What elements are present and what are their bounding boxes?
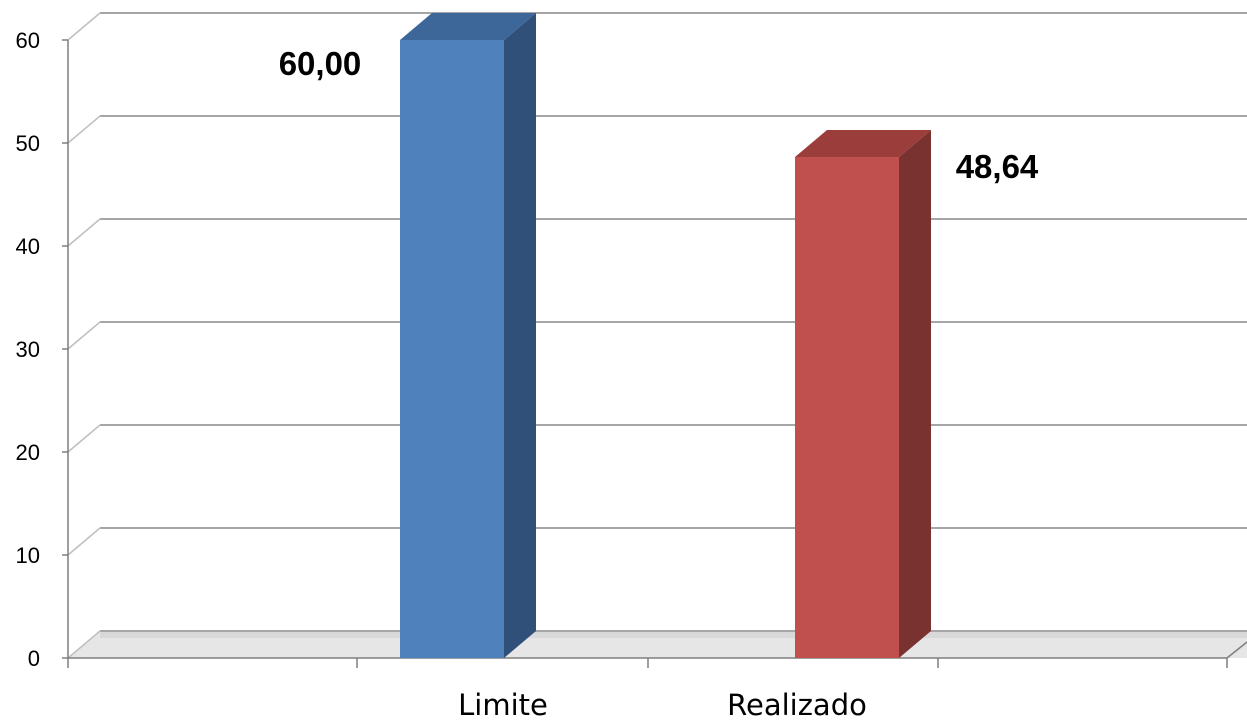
y-axis-tick-labels: 0 10 20 30 40 50 60 [16,28,40,671]
category-label-realizado: Realizado [727,688,867,722]
data-label-limite: 60,00 [279,45,362,82]
gridline-depth [67,115,101,144]
y-tick-label: 60 [16,28,40,53]
gridline-depth [67,12,101,41]
bar-top-face [795,130,931,158]
gridline-depth [67,424,101,453]
category-label-limite: Limite [458,688,548,722]
gridline-depth [67,218,101,247]
x-axis-depth-line [1226,641,1247,659]
gridline-depth [67,321,101,350]
bar-front-face [400,40,504,658]
y-tick-label: 40 [16,234,40,259]
bar-limite [400,13,536,658]
y-tick-label: 10 [16,543,40,568]
gridline-depth [67,527,101,556]
bar-top-face [400,13,536,40]
x-axis-category-labels: Limite Realizado [458,688,867,722]
chart-back-wall [68,13,1247,658]
y-tick-label: 30 [16,337,40,362]
gridline-depth [67,630,101,659]
axes [62,39,1247,668]
bars [400,13,931,658]
gridlines [67,12,1247,659]
y-tick-label: 0 [28,646,40,671]
y-tick-label: 20 [16,440,40,465]
bar-side-face [504,13,536,658]
bar-front-face [795,157,899,658]
bar-realizado [795,130,931,658]
data-labels: 60,00 48,64 [279,45,1039,185]
bar-side-face [899,130,931,658]
y-tick-label: 50 [16,131,40,156]
data-label-realizado: 48,64 [956,148,1039,185]
